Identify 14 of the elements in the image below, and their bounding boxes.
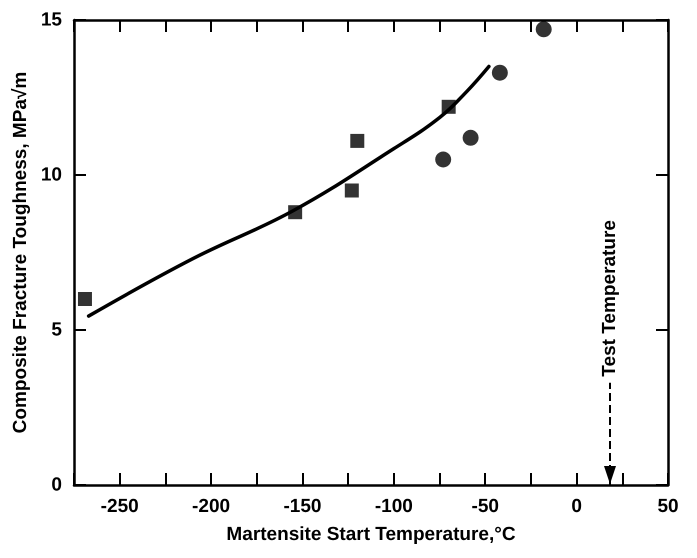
y-tick-label: 15 bbox=[40, 10, 62, 30]
x-axis-title: Martensite Start Temperature,°C bbox=[226, 524, 516, 545]
y-tick-label: 0 bbox=[51, 474, 62, 496]
y-tick-label: 10 bbox=[40, 164, 62, 186]
x-tick-label: -100 bbox=[374, 496, 413, 517]
x-tick-label: -50 bbox=[471, 496, 499, 517]
x-tick-label: -150 bbox=[283, 496, 322, 517]
y-axis-title: Composite Fracture Toughness, MPa√m bbox=[10, 72, 31, 434]
x-tick-label: -200 bbox=[192, 496, 230, 517]
x-tick-label: -250 bbox=[100, 496, 139, 517]
x-tick-label: 0 bbox=[571, 496, 582, 517]
x-tick-label: 50 bbox=[657, 496, 679, 517]
y-tick-label: 5 bbox=[51, 320, 62, 340]
ref-line-label: Test Temperature bbox=[599, 220, 620, 377]
